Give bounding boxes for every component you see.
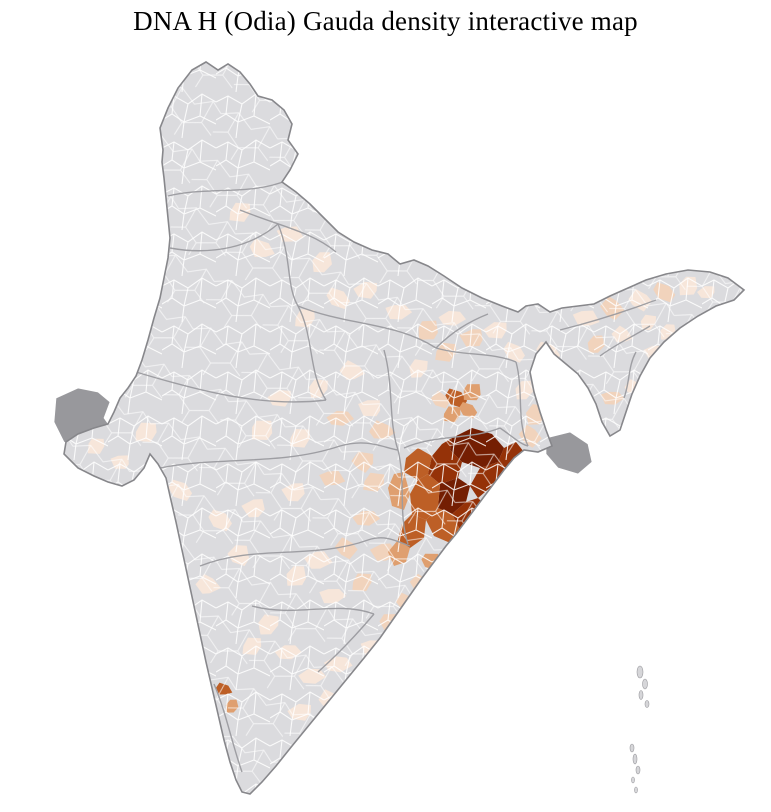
district[interactable] xyxy=(180,622,196,634)
neighbor-region-east xyxy=(545,431,593,475)
page-title: DNA H (Odia) Gauda density interactive m… xyxy=(133,6,638,36)
state-borders xyxy=(135,179,657,773)
andaman-nicobar-islands[interactable] xyxy=(629,665,650,794)
